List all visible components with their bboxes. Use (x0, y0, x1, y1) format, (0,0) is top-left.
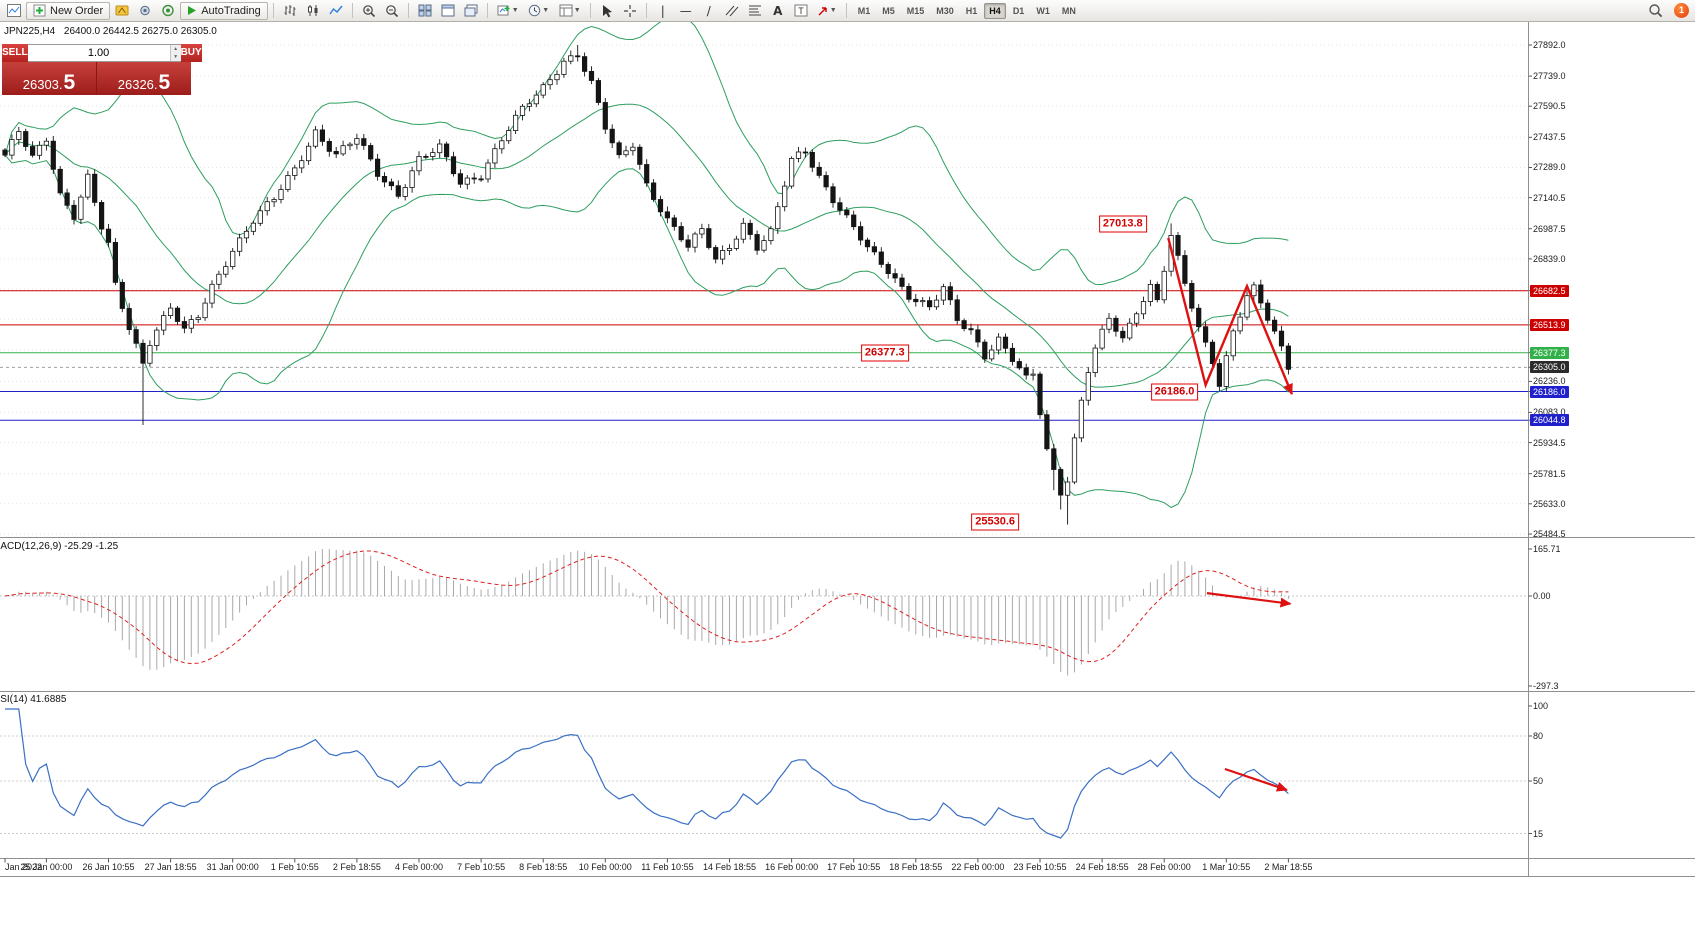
macd-signal-line (4, 550, 1289, 665)
sell-price-base: 26303. (22, 77, 63, 92)
chart-symbol-period: JPN225,H4 (4, 26, 56, 37)
timeframe-group: M1 M5 M15 M30 H1 H4 D1 W1 MN (852, 2, 1082, 19)
text-label-icon[interactable]: T (790, 2, 812, 20)
zoom-in-icon[interactable] (358, 2, 380, 20)
autotrading-label: AutoTrading (201, 4, 261, 17)
rsi-title: RSI(14) 41.6885 (0, 694, 67, 705)
line-chart-icon[interactable] (325, 2, 347, 20)
zoom-out-icon[interactable] (381, 2, 403, 20)
fibonacci-retracement-icon[interactable] (744, 2, 766, 20)
chart-window-icon (3, 2, 25, 20)
timeframe-button-m1[interactable]: M1 (853, 3, 876, 19)
notifications-badge[interactable]: 1 (1674, 3, 1689, 18)
auto-arrange-icon[interactable] (437, 2, 459, 20)
bollinger-bands (4, 16, 1289, 509)
search-icon[interactable] (1644, 2, 1666, 20)
metaeditor-icon[interactable] (111, 2, 133, 20)
volume-field: ▲ ▼ (27, 44, 181, 62)
macd-histogram (11, 549, 1289, 676)
new-order-label: New Order (50, 4, 104, 17)
autotrading-button[interactable]: AutoTrading (180, 1, 268, 20)
buy-price-big-digit: 5 (158, 71, 171, 94)
arrows-dropdown[interactable]: ▼ (813, 2, 841, 20)
volume-decrease-icon[interactable]: ▼ (170, 53, 181, 61)
crosshair-icon[interactable] (619, 2, 641, 20)
macd-arrow-annotation[interactable] (1206, 592, 1292, 608)
horizontal-line-icon[interactable]: — (679, 3, 692, 18)
volume-increase-icon[interactable]: ▲ (170, 45, 181, 53)
volume-spinner: ▲ ▼ (169, 45, 181, 61)
volume-input[interactable] (27, 45, 170, 61)
bar-chart-icon[interactable] (279, 2, 301, 20)
rsi-line (5, 708, 1289, 839)
timeframe-button-w1[interactable]: W1 (1031, 3, 1055, 19)
timeframe-button-m30[interactable]: M30 (931, 3, 959, 19)
buy-price-display[interactable]: 26326. 5 (97, 62, 191, 95)
vertical-line-icon[interactable]: | (660, 3, 665, 18)
new-order-button[interactable]: New Order (26, 1, 111, 20)
periods-dropdown[interactable]: ▼ (524, 2, 554, 20)
equidistant-channel-icon[interactable] (721, 2, 743, 20)
rsi-arrow-annotation[interactable] (1224, 767, 1288, 792)
horizontal-level-lines[interactable] (0, 290, 1528, 421)
cascade-windows-icon[interactable] (460, 2, 482, 20)
macd-title: MACD(12,26,9) -25.29 -1.25 (0, 541, 119, 552)
chart-info: JPN225,H4 26400.0 26442.5 26275.0 26305.… (4, 26, 217, 37)
one-click-trading-panel: SELL ▲ ▼ BUY 26303. 5 26326. 5 (2, 44, 202, 95)
chart-ohlc: 26400.0 26442.5 26275.0 26305.0 (63, 26, 217, 37)
svg-text:T: T (798, 6, 804, 16)
new-order-icon (33, 4, 46, 17)
sell-price-display[interactable]: 26303. 5 (2, 62, 97, 95)
new-chart-dropdown[interactable]: ▼ (493, 2, 523, 20)
tile-windows-icon[interactable] (414, 2, 436, 20)
timeframe-button-h4[interactable]: H4 (984, 2, 1006, 19)
trend-arrow-annotation[interactable] (1167, 237, 1294, 396)
autotrading-play-icon (188, 6, 197, 15)
timeframe-button-h1[interactable]: H1 (961, 3, 983, 19)
candlestick-series (2, 45, 1291, 525)
buy-price-base: 26326. (117, 77, 158, 92)
candlestick-chart-icon[interactable] (302, 2, 324, 20)
trendline-icon[interactable]: / (706, 3, 711, 18)
timeframe-button-d1[interactable]: D1 (1008, 3, 1030, 19)
timeframe-button-mn[interactable]: MN (1057, 3, 1081, 19)
templates-dropdown[interactable]: ▼ (555, 2, 585, 20)
expert-advisors-icon[interactable] (157, 2, 179, 20)
timeframe-button-m5[interactable]: M5 (877, 3, 900, 19)
toolbar: New Order AutoTrading (0, 0, 1695, 22)
text-icon[interactable]: A (773, 3, 783, 18)
main-grid (0, 44, 1528, 535)
sell-button[interactable]: SELL (2, 44, 28, 62)
sell-price-big-digit: 5 (63, 71, 76, 94)
buy-button[interactable]: BUY (180, 44, 202, 62)
timeframe-button-m15[interactable]: M15 (902, 3, 930, 19)
cursor-icon[interactable] (596, 2, 618, 20)
options-icon[interactable] (134, 2, 156, 20)
